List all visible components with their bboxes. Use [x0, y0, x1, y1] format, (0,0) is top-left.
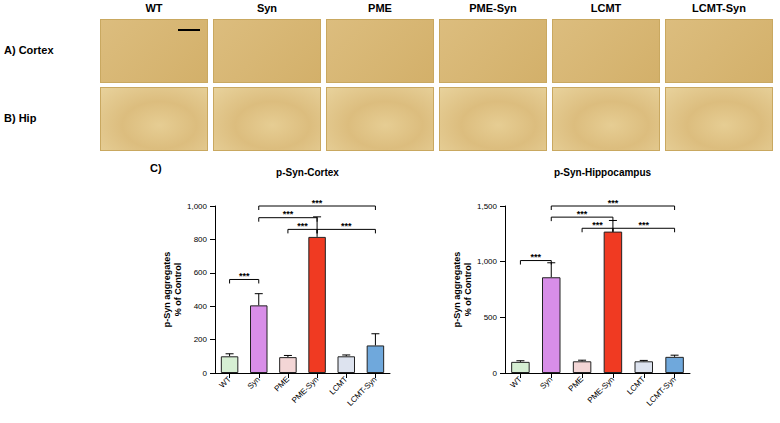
svg-text:0: 0 [203, 369, 208, 378]
svg-text:LCMT: LCMT [625, 375, 647, 397]
svg-text:400: 400 [194, 302, 208, 311]
svg-text:0: 0 [493, 369, 498, 378]
svg-text:***: *** [638, 220, 649, 230]
svg-text:PME-Syn: PME-Syn [290, 375, 320, 405]
svg-text:***: *** [239, 271, 250, 281]
svg-text:% of Control: % of Control [463, 263, 473, 317]
svg-text:PME-Syn: PME-Syn [586, 375, 616, 405]
svg-text:***: *** [283, 209, 294, 219]
svg-text:1,000: 1,000 [187, 202, 208, 211]
svg-text:***: *** [312, 198, 323, 208]
svg-text:% of Control: % of Control [173, 263, 183, 317]
svg-text:p-Syn-Hippocampus: p-Syn-Hippocampus [554, 167, 652, 178]
svg-text:***: *** [341, 221, 352, 231]
svg-text:LCMT-Syn: LCMT-Syn [346, 375, 379, 408]
svg-text:***: *** [531, 252, 542, 262]
svg-text:***: *** [577, 209, 588, 219]
svg-text:***: *** [608, 198, 619, 208]
svg-text:p-Syn-Cortex: p-Syn-Cortex [276, 167, 339, 178]
svg-text:Syn: Syn [246, 375, 262, 391]
html-text:PME-Syn: PME-Syn [469, 2, 517, 14]
svg-text:PME: PME [567, 375, 586, 394]
svg-text:p-Syn aggregates: p-Syn aggregates [452, 252, 462, 328]
html-text:PME: PME [368, 2, 392, 14]
html-text:Syn: Syn [256, 2, 278, 14]
svg-text:LCMT: LCMT [328, 375, 350, 397]
html-text:LCMT-Syn: LCMT-Syn [692, 2, 746, 14]
html-text:C): C) [150, 162, 162, 174]
html-text:WT: WT [145, 2, 163, 14]
svg-text:***: *** [592, 220, 603, 230]
svg-text:600: 600 [194, 268, 208, 277]
svg-text:Syn: Syn [538, 375, 554, 391]
svg-text:500: 500 [484, 313, 498, 322]
svg-text:200: 200 [194, 335, 208, 344]
svg-text:1,000: 1,000 [477, 257, 498, 266]
svg-text:PME: PME [272, 375, 291, 394]
svg-text:LCMT-Syn: LCMT-Syn [645, 375, 678, 408]
svg-text:800: 800 [194, 235, 208, 244]
svg-text:WT: WT [508, 375, 523, 390]
svg-text:***: *** [297, 221, 308, 231]
html-text:A) Cortex: A) Cortex [4, 44, 54, 56]
svg-text:1,500: 1,500 [477, 202, 498, 211]
html-text:B) Hip: B) Hip [4, 112, 37, 124]
svg-text:p-Syn aggregates: p-Syn aggregates [162, 252, 172, 328]
svg-text:WT: WT [218, 375, 233, 390]
html-text:LCMT: LCMT [590, 2, 622, 14]
